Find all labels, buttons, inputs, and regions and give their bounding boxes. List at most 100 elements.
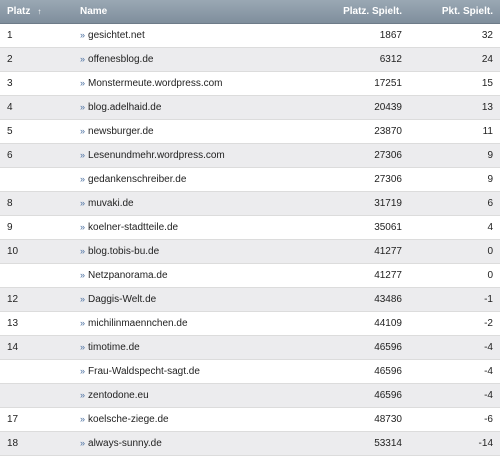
points-cell: 15 [409,71,500,96]
table-row: 3» Monstermeute.wordpress.com 17251 15 [0,71,500,96]
column-header-name-label: Name [80,6,108,17]
double-chevron-right-icon[interactable]: » [80,30,86,40]
points-cell: 0 [409,263,500,288]
double-chevron-right-icon[interactable]: » [80,318,86,328]
blog-name-link[interactable]: blog.tobis-bu.de [88,246,160,257]
double-chevron-right-icon[interactable]: » [80,246,86,256]
double-chevron-right-icon[interactable]: » [80,390,86,400]
blog-name-link[interactable]: blog.adelhaid.de [88,102,162,113]
blog-name-link[interactable]: michilinmaennchen.de [88,318,188,329]
blog-name-link[interactable]: muvaki.de [88,198,134,209]
blog-name-link[interactable]: Netzpanorama.de [88,270,168,281]
rank-cell: 9 [0,215,73,240]
column-header-rank[interactable]: Platz ↑ [0,0,73,24]
blog-name-link[interactable]: Lesenundmehr.wordpress.com [88,150,225,161]
points-cell: 32 [409,23,500,48]
double-chevron-right-icon[interactable]: » [80,294,86,304]
table-row: 6» Lesenundmehr.wordpress.com 27306 9 [0,143,500,168]
name-cell: » muvaki.de [73,191,295,216]
table-row: 9» koelner-stadtteile.de 35061 4 [0,215,500,240]
double-chevron-right-icon[interactable]: » [80,102,86,112]
blog-name-link[interactable]: koelsche-ziege.de [88,414,169,425]
points-cell: -1 [409,287,500,312]
name-cell: » offenesblog.de [73,47,295,72]
table-row: 8» muvaki.de 31719 6 [0,191,500,216]
points-cell: -6 [409,407,500,432]
rank-value-cell: 43486 [295,287,409,312]
double-chevron-right-icon[interactable]: » [80,126,86,136]
double-chevron-right-icon[interactable]: » [80,150,86,160]
points-cell: 6 [409,191,500,216]
double-chevron-right-icon[interactable]: » [80,270,86,280]
rank-cell [0,383,73,408]
name-cell: » gedankenschreiber.de [73,167,295,192]
blog-name-link[interactable]: timotime.de [88,342,140,353]
rank-value-cell: 35061 [295,215,409,240]
double-chevron-right-icon[interactable]: » [80,222,86,232]
blog-name-link[interactable]: zentodone.eu [88,390,149,401]
double-chevron-right-icon[interactable]: » [80,198,86,208]
column-header-name[interactable]: Name [73,0,295,24]
name-cell: » timotime.de [73,335,295,360]
name-cell: » zentodone.eu [73,383,295,408]
rank-value-cell: 23870 [295,119,409,144]
rank-cell [0,263,73,288]
double-chevron-right-icon[interactable]: » [80,366,86,376]
rank-value-cell: 48730 [295,407,409,432]
blog-name-link[interactable]: gesichtet.net [88,30,145,41]
table-row: » Netzpanorama.de 41277 0 [0,263,500,288]
rank-cell [0,167,73,192]
table-row: 1» gesichtet.net 1867 32 [0,23,500,48]
rank-cell: 13 [0,311,73,336]
rank-value-cell: 41277 [295,239,409,264]
rank-value-cell: 46596 [295,359,409,384]
points-cell: 0 [409,239,500,264]
table-row: » gedankenschreiber.de 27306 9 [0,167,500,192]
name-cell: » gesichtet.net [73,23,295,48]
blog-name-link[interactable]: newsburger.de [88,126,154,137]
double-chevron-right-icon[interactable]: » [80,342,86,352]
rank-cell: 10 [0,239,73,264]
rank-value-cell: 6312 [295,47,409,72]
blog-name-link[interactable]: gedankenschreiber.de [88,174,187,185]
table-header: Platz ↑ Name Platz. Spielt. Pkt. Spielt. [0,0,500,24]
column-header-rank-change[interactable]: Platz. Spielt. [295,0,409,24]
name-cell: » Daggis-Welt.de [73,287,295,312]
header-row: Platz ↑ Name Platz. Spielt. Pkt. Spielt. [0,0,500,24]
double-chevron-right-icon[interactable]: » [80,174,86,184]
rank-cell [0,359,73,384]
name-cell: » always-sunny.de [73,431,295,456]
table-row: 12» Daggis-Welt.de 43486 -1 [0,287,500,312]
blog-name-link[interactable]: always-sunny.de [88,438,162,449]
points-cell: 9 [409,167,500,192]
sort-ascending-icon[interactable]: ↑ [37,7,42,16]
double-chevron-right-icon[interactable]: » [80,78,86,88]
blog-name-link[interactable]: koelner-stadtteile.de [88,222,179,233]
rank-cell: 12 [0,287,73,312]
blog-name-link[interactable]: Frau-Waldspecht-sagt.de [88,366,200,377]
column-header-points-change[interactable]: Pkt. Spielt. [409,0,500,24]
rank-cell: 8 [0,191,73,216]
points-cell: 24 [409,47,500,72]
points-cell: 4 [409,215,500,240]
name-cell: » koelner-stadtteile.de [73,215,295,240]
double-chevron-right-icon[interactable]: » [80,54,86,64]
name-cell: » michilinmaennchen.de [73,311,295,336]
blog-name-link[interactable]: offenesblog.de [88,54,154,65]
rank-value-cell: 41277 [295,263,409,288]
name-cell: » Monstermeute.wordpress.com [73,71,295,96]
table-row: 17» koelsche-ziege.de 48730 -6 [0,407,500,432]
table-row: 14» timotime.de 46596 -4 [0,335,500,360]
blog-name-link[interactable]: Daggis-Welt.de [88,294,157,305]
double-chevron-right-icon[interactable]: » [80,438,86,448]
table-row: » zentodone.eu 46596 -4 [0,383,500,408]
rank-cell: 1 [0,23,73,48]
blog-name-link[interactable]: Monstermeute.wordpress.com [88,78,223,89]
name-cell: » blog.tobis-bu.de [73,239,295,264]
points-cell: -4 [409,359,500,384]
double-chevron-right-icon[interactable]: » [80,414,86,424]
column-header-points-change-label: Pkt. Spielt. [441,6,493,17]
name-cell: » Frau-Waldspecht-sagt.de [73,359,295,384]
